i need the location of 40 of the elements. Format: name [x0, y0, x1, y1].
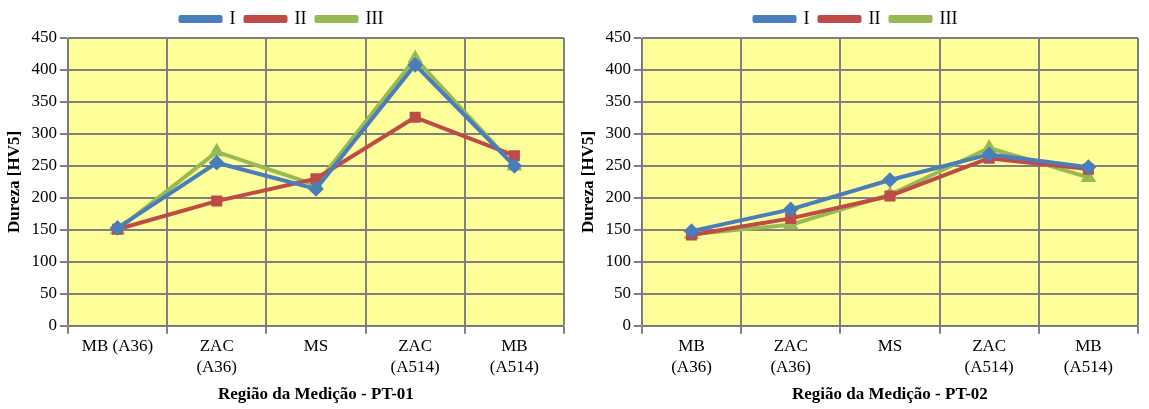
y-tick-label: 250 — [605, 155, 631, 175]
x-tick-label: MS — [303, 336, 329, 356]
x-tick-label: MS — [877, 336, 903, 356]
y-tick-label: 400 — [31, 59, 57, 79]
x-tick-label: ZAC (A36) — [196, 336, 238, 376]
x-tick-label: MB (A514) — [489, 336, 539, 376]
legend-label: III — [939, 7, 958, 28]
y-tick-label: 150 — [605, 219, 631, 239]
legend-label: I — [803, 7, 810, 28]
x-axis-title: Região da Medição - PT-01 — [218, 384, 414, 404]
x-tick-label: ZAC (A514) — [964, 336, 1014, 376]
y-tick-label: 0 — [622, 315, 631, 335]
y-tick-label: 450 — [31, 27, 57, 47]
y-tick-label: 50 — [39, 283, 57, 303]
x-tick-label: MB (A514) — [1063, 336, 1113, 376]
y-tick-label: 450 — [605, 27, 631, 47]
y-tick-label: 50 — [613, 283, 631, 303]
x-tick-label: MB (A36) — [81, 336, 154, 356]
y-tick-label: 250 — [31, 155, 57, 175]
y-tick-label: 100 — [605, 251, 631, 271]
legend-label: II — [868, 7, 881, 28]
y-tick-label: 200 — [605, 187, 631, 207]
y-tick-label: 350 — [31, 91, 57, 111]
y-tick-label: 200 — [31, 187, 57, 207]
x-tick-label: ZAC (A36) — [770, 336, 812, 376]
y-tick-label: 350 — [605, 91, 631, 111]
legend-label: II — [294, 7, 307, 28]
y-tick-label: 300 — [31, 123, 57, 143]
x-tick-label: ZAC (A514) — [390, 336, 440, 376]
y-axis-title: Dureza [HV5] — [3, 130, 23, 233]
x-axis-title: Região da Medição - PT-02 — [792, 384, 988, 404]
legend-label: I — [229, 7, 236, 28]
y-tick-label: 0 — [48, 315, 57, 335]
y-tick-label: 100 — [31, 251, 57, 271]
x-tick-label: MB (A36) — [671, 336, 712, 376]
y-axis-title: Dureza [HV5] — [577, 130, 597, 233]
y-tick-label: 150 — [31, 219, 57, 239]
y-tick-label: 300 — [605, 123, 631, 143]
y-tick-label: 400 — [605, 59, 631, 79]
legend-label: III — [365, 7, 384, 28]
